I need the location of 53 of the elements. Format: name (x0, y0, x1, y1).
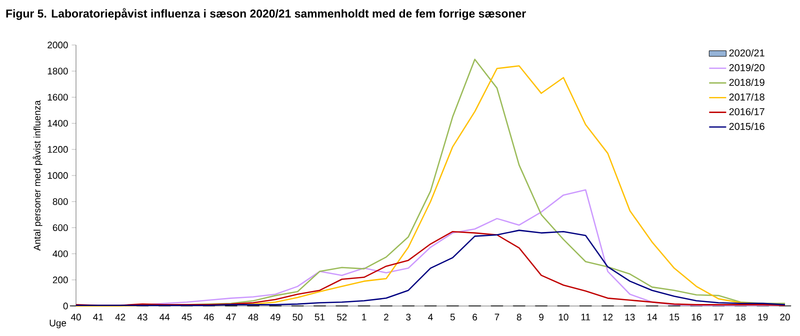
x-tick-label: 49 (270, 314, 280, 320)
x-tick-label: 9 (539, 314, 544, 320)
x-tick-label: 44 (160, 314, 170, 320)
x-tick-label: 5 (450, 314, 455, 320)
x-tick-label: 4 (428, 314, 433, 320)
x-tick-label: 15 (670, 314, 680, 320)
legend-label: 2016/17 (729, 108, 764, 116)
legend-label: 2019/20 (729, 64, 764, 72)
x-tick-label: 3 (406, 314, 411, 320)
x-tick-label: 12 (603, 314, 613, 320)
x-tick-label: 7 (494, 314, 500, 320)
y-tick-label: 1200 (48, 146, 68, 153)
y-tick-label: 1000 (48, 172, 68, 179)
x-tick-label: 1 (362, 314, 366, 320)
y-tick-label: 1800 (48, 68, 68, 74)
x-tick-label: 10 (558, 314, 568, 320)
x-tick-label: 14 (648, 314, 658, 320)
legend-label: 2018/19 (729, 78, 764, 86)
y-tick-label: 600 (52, 224, 68, 232)
x-tick-label: 20 (780, 314, 790, 320)
x-tick-label: 13 (625, 314, 635, 320)
legend-label: 2020/21 (729, 49, 764, 56)
x-tick-label: 46 (204, 314, 214, 320)
x-tick-label: 47 (226, 314, 236, 320)
x-tick-label: 51 (314, 314, 325, 320)
x-axis-title: Uge (50, 320, 66, 328)
x-tick-label: 6 (472, 314, 478, 320)
x-tick-label: 11 (581, 314, 590, 320)
legend-label: 2017/18 (729, 93, 764, 101)
y-tick-label: 1400 (48, 120, 68, 127)
y-tick-label: 1600 (48, 94, 68, 101)
x-tick-label: 43 (137, 314, 148, 320)
x-tick-label: 52 (336, 314, 347, 320)
x-tick-label: 16 (692, 314, 702, 320)
x-tick-label: 17 (714, 314, 724, 320)
chart-title: Figur 5. Laboratoriepåvist influenza i sæson 2020/21 sammenholdt med de fem forrige sæsoner (6, 8, 526, 20)
y-axis-title: Antal personer med påvist influenza (32, 100, 42, 251)
x-tick-label: 8 (516, 314, 522, 320)
x-tick-label: 2 (384, 314, 388, 320)
x-tick-label: 40 (70, 314, 81, 320)
x-tick-label: 50 (292, 314, 302, 320)
x-tick-label: 41 (93, 314, 103, 320)
x-tick-label: 42 (115, 314, 126, 320)
y-tick-label: 400 (52, 250, 68, 258)
y-tick-label: 800 (52, 198, 68, 205)
y-tick-label: 0 (63, 302, 68, 310)
y-tick-label: 2000 (48, 42, 68, 48)
x-tick-label: 18 (736, 314, 746, 320)
x-tick-label: 45 (182, 314, 192, 320)
legend-label: 2015/16 (729, 122, 764, 130)
y-tick-label: 200 (52, 276, 68, 284)
x-tick-label: 19 (758, 314, 768, 320)
x-tick-label: 48 (248, 314, 258, 320)
